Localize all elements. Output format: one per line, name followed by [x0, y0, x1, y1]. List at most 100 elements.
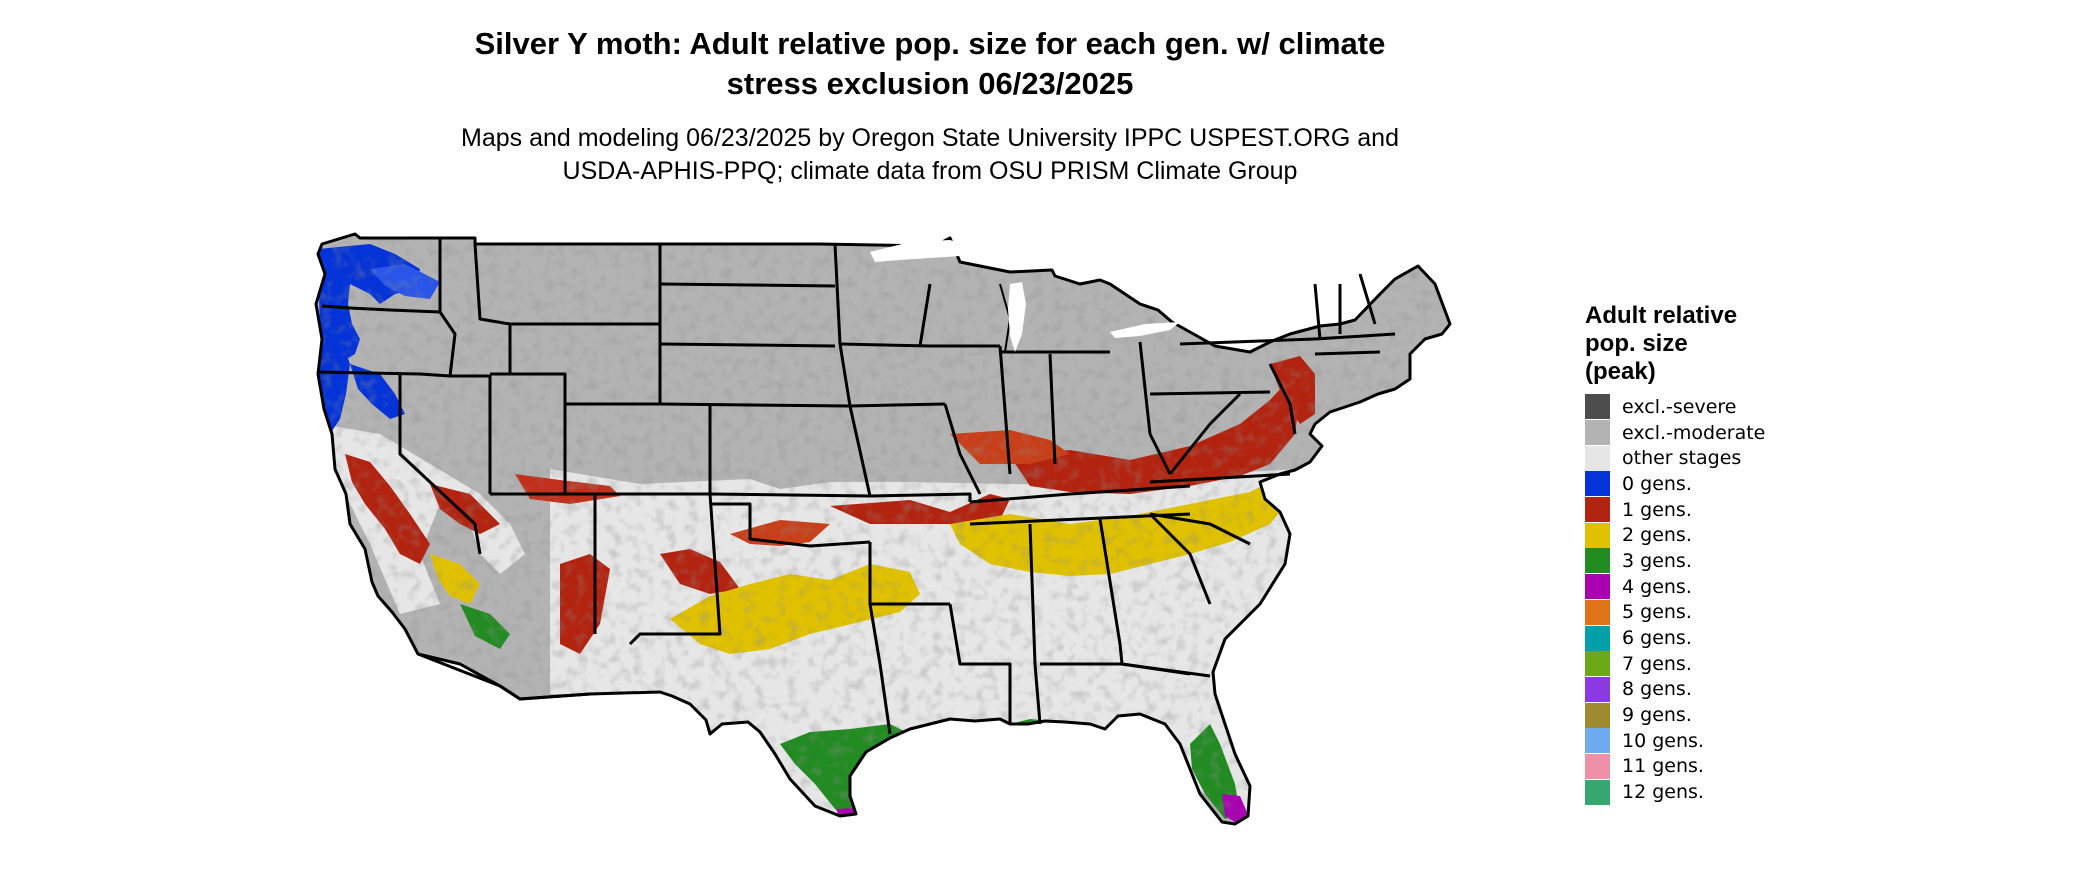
border-ia-mo: [849, 402, 946, 408]
legend-label: 0 gens.: [1622, 472, 1692, 495]
border-wa-or: [321, 304, 441, 314]
border-ny-vt: [1313, 283, 1322, 340]
legend-label: 7 gens.: [1622, 652, 1692, 675]
legend-swatch: [1585, 497, 1610, 523]
border-ca-nv: [398, 374, 482, 555]
legend-swatch: [1585, 599, 1610, 625]
legend-swatch: [1585, 394, 1610, 420]
legend-swatch: [1585, 522, 1610, 548]
legend-title: Adult relative pop. size (peak): [1585, 302, 1825, 386]
border-ma: [1314, 332, 1396, 341]
map-subtitle-line-1: Maps and modeling 06/23/2025 by Oregon S…: [461, 124, 1399, 152]
legend-item: 11 gens.: [1585, 753, 1825, 780]
border-nm-tx: [628, 493, 722, 646]
border-nd-sd: [659, 282, 836, 288]
legend-swatch: [1585, 753, 1610, 779]
border-ga-fl: [1121, 662, 1211, 678]
border-wi-mn: [918, 283, 932, 347]
border-pa-md: [1149, 390, 1271, 396]
border-va-nc: [1149, 472, 1291, 484]
legend-label: 9 gens.: [1622, 704, 1692, 727]
legend-swatch: [1585, 420, 1610, 446]
legend-item: excl.-severe: [1585, 394, 1825, 420]
border-az-mexico: [417, 652, 591, 701]
legend-label: 5 gens.: [1622, 601, 1692, 624]
border-wy-ut-co: [490, 372, 660, 406]
legend-label: 3 gens.: [1622, 549, 1692, 572]
border-mo-ar: [869, 492, 972, 502]
border-id-mt: [473, 243, 511, 326]
legend-label: 10 gens.: [1622, 729, 1704, 752]
legend-label: 1 gens.: [1622, 498, 1692, 521]
legend-item: excl.-moderate: [1585, 420, 1825, 446]
map-subtitle-line-2: USDA-APHIS-PPQ; climate data from OSU PR…: [562, 157, 1298, 185]
legend-item: 0 gens.: [1585, 471, 1825, 497]
legend-label: excl.-severe: [1622, 395, 1737, 418]
legend-item: 6 gens.: [1585, 625, 1825, 651]
legend-swatch: [1585, 625, 1610, 651]
border-ne-ia: [838, 343, 872, 497]
map-subtitle: Maps and modeling 06/23/2025 by Oregon S…: [400, 122, 1460, 188]
legend-item: 10 gens.: [1585, 728, 1825, 754]
legend-item: 8 gens.: [1585, 676, 1825, 703]
border-pa-ny: [1179, 337, 1316, 346]
legend-label: 6 gens.: [1622, 627, 1692, 650]
lake-superior: [870, 240, 975, 262]
border-oh-pa: [1138, 341, 1152, 435]
border-ok-tx: [710, 502, 871, 548]
border-nv-ut: [450, 374, 492, 494]
legend-swatch: [1585, 651, 1610, 677]
map-title-line-2: stress exclusion 06/23/2025: [726, 66, 1134, 101]
us-map: [314, 232, 1452, 826]
border-ky-va-wv: [1148, 433, 1172, 475]
legend-item: 7 gens.: [1585, 651, 1825, 677]
legend-swatch: [1585, 702, 1610, 728]
border-nc-sc: [1149, 512, 1251, 546]
border-la-ms: [948, 603, 1012, 724]
border-ms-al: [1028, 523, 1042, 725]
legend-title-line-1: Adult relative: [1585, 302, 1738, 329]
state-boundaries: [314, 232, 1452, 826]
legend-item: 12 gens.: [1585, 779, 1825, 805]
legend-label: 2 gens.: [1622, 524, 1692, 547]
border-sd-ne: [659, 342, 836, 348]
legend-item: 5 gens.: [1585, 599, 1825, 626]
border-or-id: [438, 311, 457, 377]
legend: Adult relative pop. size (peak) excl.-se…: [1585, 302, 1825, 805]
border-ne-ks: [659, 402, 851, 408]
legend-swatch: [1585, 445, 1610, 471]
border-nh-me: [1358, 273, 1377, 325]
legend-item: 4 gens.: [1585, 574, 1825, 600]
map-title-line-1: Silver Y moth: Adult relative pop. size …: [474, 26, 1386, 61]
legend-label: 11 gens.: [1622, 755, 1704, 778]
legend-item: 1 gens.: [1585, 497, 1825, 523]
border-wv-va: [1168, 392, 1242, 475]
legend-swatch: [1585, 676, 1610, 702]
legend-label: 4 gens.: [1622, 575, 1692, 598]
border-ky-tn: [969, 484, 1191, 504]
map-title: Silver Y moth: Adult relative pop. size …: [420, 24, 1440, 104]
legend-title-line-3: (peak): [1585, 358, 1656, 385]
border-il-mo: [943, 403, 982, 495]
legend-swatch: [1585, 548, 1610, 574]
lake-michigan-water: [1008, 282, 1026, 352]
border-ga-sc: [1148, 512, 1212, 605]
border-md-de-nj: [1268, 363, 1297, 435]
lake-erie: [1110, 322, 1180, 338]
border-or-ca-nv: [317, 370, 451, 378]
border-nd-mn: [833, 243, 842, 345]
legend-swatch: [1585, 728, 1610, 754]
legend-swatch: [1585, 779, 1610, 805]
border-in-oh: [1048, 353, 1057, 465]
legend-item: other stages: [1585, 445, 1825, 471]
legend-item: 3 gens.: [1585, 548, 1825, 574]
great-lakes: [870, 240, 1180, 352]
border-ks-ok: [709, 492, 871, 498]
border-mn-ia: [839, 342, 931, 348]
border-ct-ri: [1314, 350, 1381, 356]
border-la-tx: [868, 603, 892, 735]
legend-items: excl.-severe excl.-moderate other stages…: [1585, 394, 1825, 805]
border-al-ga: [1098, 518, 1124, 665]
legend-label: other stages: [1622, 447, 1742, 470]
legend-label: 8 gens.: [1622, 678, 1692, 701]
